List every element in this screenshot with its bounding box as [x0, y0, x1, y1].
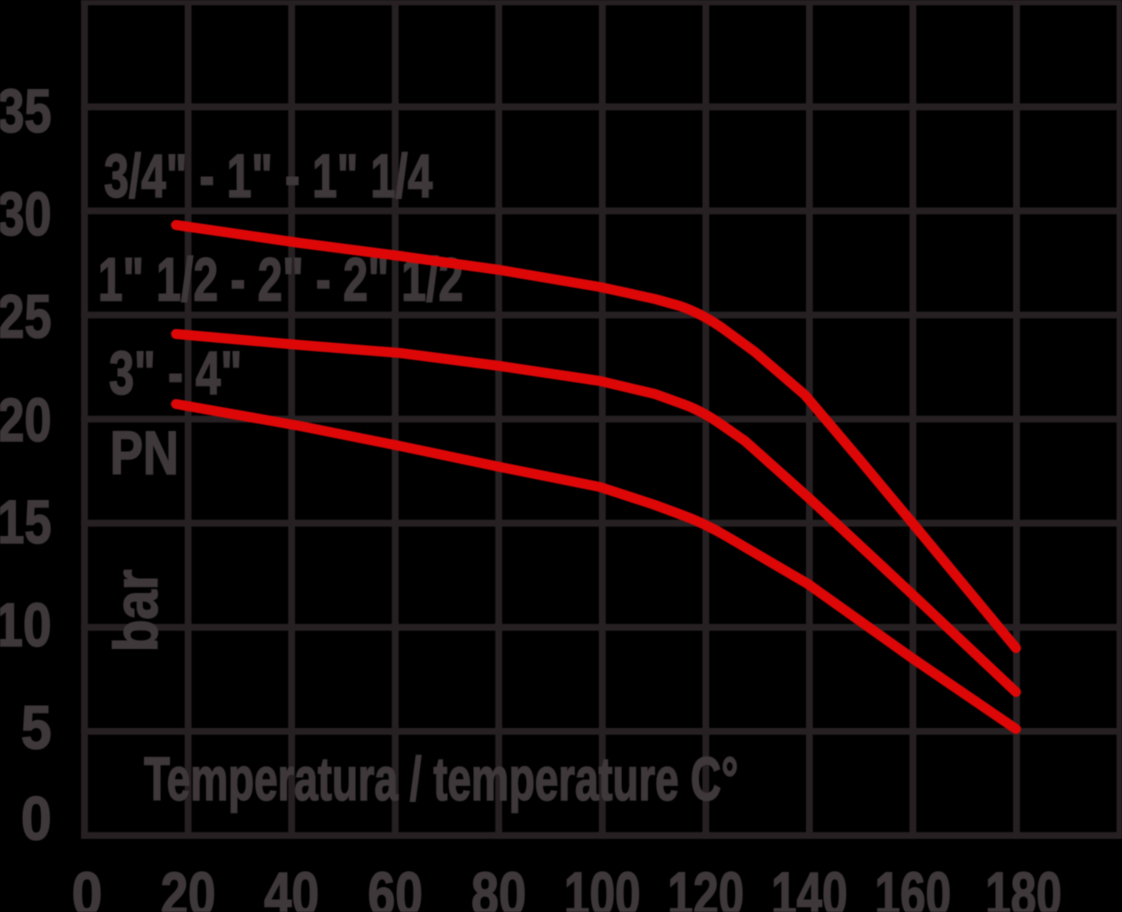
svg-text:3" - 4": 3" - 4"	[109, 339, 242, 407]
svg-text:20: 20	[161, 860, 216, 912]
svg-text:0: 0	[21, 785, 52, 853]
svg-text:bar: bar	[103, 569, 171, 652]
svg-text:60: 60	[368, 860, 423, 912]
svg-text:100: 100	[564, 861, 640, 912]
svg-text:140: 140	[771, 861, 847, 912]
svg-text:160: 160	[875, 861, 951, 912]
svg-text:Temperatura / temperature C°: Temperatura / temperature C°	[144, 745, 738, 813]
svg-text:25: 25	[0, 282, 52, 350]
svg-text:120: 120	[668, 861, 744, 912]
svg-text:3/4" - 1" - 1" 1/4: 3/4" - 1" - 1" 1/4	[104, 143, 433, 210]
svg-text:0: 0	[72, 860, 103, 912]
svg-text:15: 15	[0, 488, 52, 556]
svg-text:35: 35	[0, 77, 52, 145]
svg-text:180: 180	[985, 861, 1061, 912]
svg-text:40: 40	[264, 860, 319, 912]
svg-text:5: 5	[21, 694, 52, 762]
svg-text:20: 20	[0, 386, 52, 454]
svg-text:80: 80	[471, 860, 526, 912]
svg-text:PN: PN	[110, 419, 179, 487]
svg-text:10: 10	[0, 591, 52, 659]
svg-text:30: 30	[0, 180, 52, 248]
